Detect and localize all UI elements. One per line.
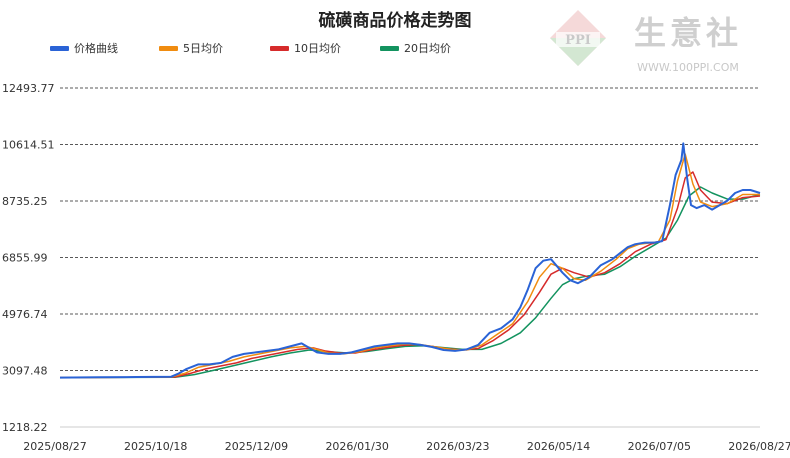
series-line-price <box>59 142 761 379</box>
series-line-ma5 <box>59 153 760 379</box>
brand-url-text: WWW.100PPI.COM <box>637 61 739 74</box>
chart-title: 硫磺商品价格走势图 <box>318 11 472 31</box>
y-tick-label: 12493.77 <box>2 82 55 95</box>
x-tick-label: 2026/03/23 <box>426 440 489 453</box>
x-tick-label: 2025/10/18 <box>124 440 187 453</box>
legend-swatch-price <box>50 45 69 51</box>
brand-watermark: PPI 生意社 WWW.100PPI.COM <box>550 10 742 74</box>
y-tick-label: 1218.22 <box>2 421 48 434</box>
legend-swatch-ma20 <box>380 45 399 51</box>
y-tick-label: 8735.25 <box>2 195 48 208</box>
brand-name-text: 生意社 <box>634 14 742 52</box>
legend-label-ma10: 10日均价 <box>294 42 341 55</box>
series-layer <box>59 142 761 379</box>
legend-swatch-ma10 <box>270 45 289 51</box>
series-line-ma10 <box>59 171 761 379</box>
y-tick-label: 4976.74 <box>2 308 48 321</box>
legend-item-price[interactable]: 价格曲线 <box>50 40 118 56</box>
x-tick-label: 2026/07/05 <box>628 440 691 453</box>
legend-label-price: 价格曲线 <box>74 42 118 55</box>
grid-layer <box>60 87 760 428</box>
y-tick-label: 10614.51 <box>2 139 55 152</box>
legend-item-ma10[interactable]: 10日均价 <box>270 40 341 56</box>
x-tick-label: 2026/08/27 <box>728 440 790 453</box>
y-axis: 1218.22 3097.48 4976.74 6855.99 8735.25 10614… <box>2 82 55 434</box>
x-tick-label: 2026/05/14 <box>527 440 590 453</box>
series-line-ma20 <box>59 186 761 379</box>
ppi-logo-icon: PPI <box>550 10 606 66</box>
legend-item-ma5[interactable]: 5日均价 <box>159 40 223 56</box>
x-tick-label: 2025/08/27 <box>23 440 86 453</box>
x-tick-label: 2025/12/09 <box>225 440 288 453</box>
x-axis: 2025/08/27 2025/10/18 2025/12/09 2026/01/30… <box>23 440 790 453</box>
legend-label-ma5: 5日均价 <box>183 42 223 55</box>
legend-label-ma20: 20日均价 <box>404 42 451 55</box>
legend-item-ma20[interactable]: 20日均价 <box>380 40 451 56</box>
ppi-logo-text: PPI <box>565 33 591 48</box>
legend-swatch-ma5 <box>159 45 178 51</box>
y-tick-label: 6855.99 <box>2 252 48 265</box>
y-tick-label: 3097.48 <box>2 364 48 377</box>
x-tick-label: 2026/01/30 <box>325 440 388 453</box>
